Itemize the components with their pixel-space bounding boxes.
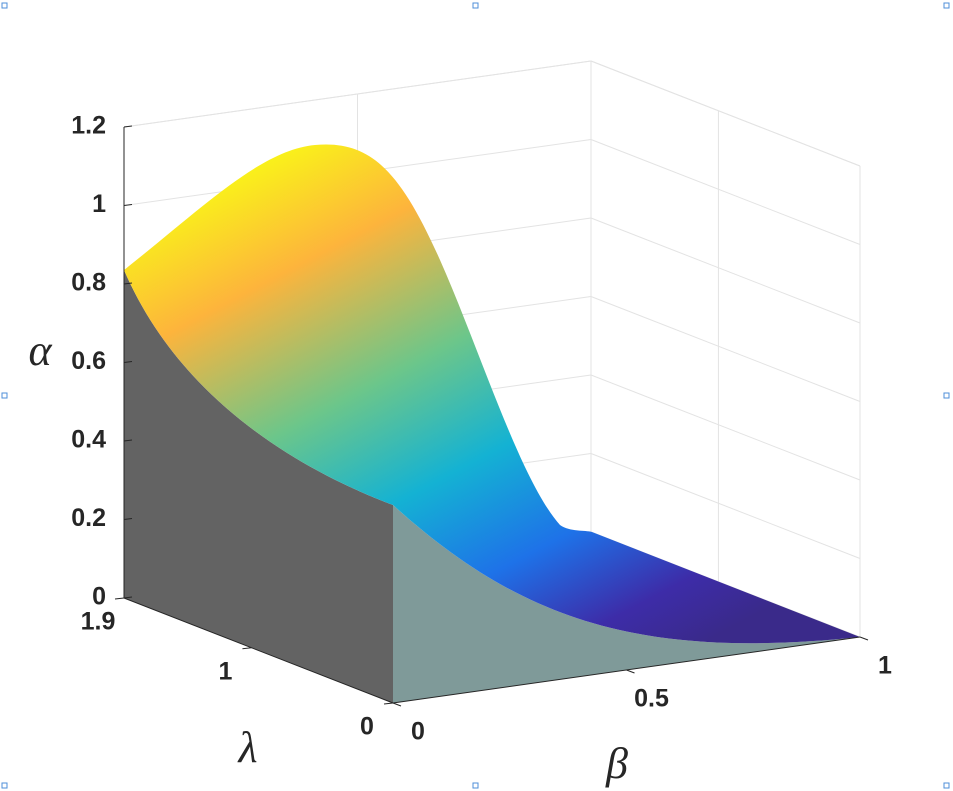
z-tick-label: 1 — [92, 190, 106, 218]
z-tick-label: 0 — [92, 583, 106, 611]
tick-mark — [626, 669, 635, 674]
tick-mark — [123, 282, 133, 285]
x-tick-label: 0.5 — [634, 685, 669, 713]
surface — [124, 144, 860, 644]
tick-mark — [123, 439, 133, 442]
grid-line — [590, 374, 861, 481]
grid-line — [590, 139, 861, 245]
grid-line — [590, 217, 861, 324]
tick-mark — [859, 636, 869, 641]
axes-front: 0 0.2 0.4 0.6 0.8 1 1.2 0 0.5 1 0 1 1.9 — [71, 112, 892, 746]
z-tick-label: 1.2 — [71, 112, 106, 140]
grid-line — [590, 453, 861, 559]
x-tick-label: 0 — [411, 718, 425, 746]
tick-mark — [123, 361, 133, 363]
y-tick-label: 0 — [360, 713, 374, 741]
x-axis — [392, 636, 861, 704]
tick-mark — [242, 647, 252, 650]
z-tick-label: 0.6 — [71, 347, 106, 375]
tick-mark — [123, 125, 133, 128]
z-tick-label: 0.2 — [71, 504, 106, 532]
tick-mark — [123, 518, 133, 520]
y-tick-label: 1.9 — [81, 608, 116, 636]
z-tick-label: 0.4 — [71, 426, 106, 454]
y-tick-label: 1 — [218, 657, 232, 685]
z-axis-label: α — [28, 326, 52, 375]
z-tick-label: 0.8 — [71, 269, 106, 297]
tick-mark — [123, 204, 133, 206]
tick-mark — [383, 702, 394, 705]
grid-line — [590, 60, 861, 167]
tick-mark — [392, 702, 402, 707]
tick-mark — [114, 597, 125, 600]
y-axis-label: λ — [236, 723, 257, 772]
x-tick-label: 1 — [878, 652, 892, 680]
x-axis-label: β — [605, 739, 628, 788]
grid-line — [590, 296, 861, 402]
side-face — [124, 270, 393, 703]
y-axis — [123, 597, 394, 704]
tick-mark — [123, 596, 133, 599]
